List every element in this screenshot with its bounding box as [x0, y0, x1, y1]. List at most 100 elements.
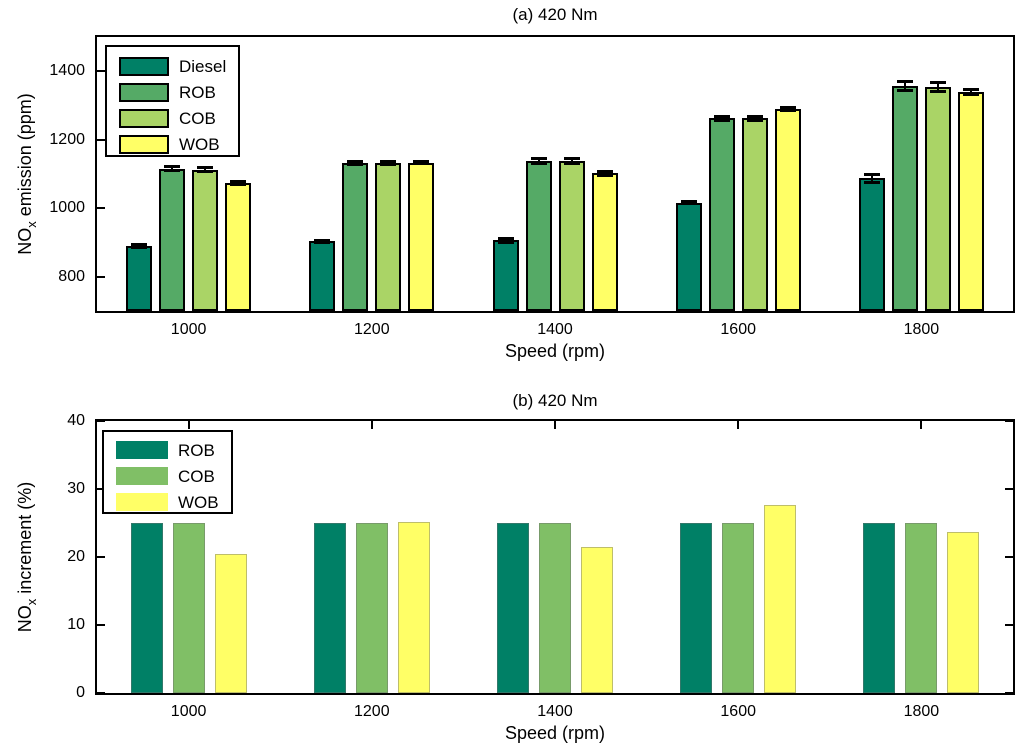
y-tick-label: 0 [76, 684, 85, 701]
x-tick-label: 1200 [354, 703, 390, 720]
error-bar-line [720, 115, 723, 121]
error-bar-cap-top [413, 160, 430, 163]
error-bar-cap-bottom [530, 161, 547, 165]
error-bar-line [537, 158, 540, 164]
chart-a-plot-area [95, 35, 1015, 313]
error-bar-cap-bottom [596, 173, 613, 177]
error-bar-line [387, 160, 390, 165]
bar-cob-1000 [192, 169, 219, 311]
y-axis-tick-right [1005, 420, 1013, 422]
bar-cob-1600 [722, 523, 755, 693]
error-bar-cap-top [563, 157, 580, 161]
error-bar-cap-bottom [779, 109, 796, 113]
error-bar-cap-bottom [347, 162, 364, 166]
y-axis-tick-right [1005, 692, 1013, 694]
error-bar-cap-bottom [131, 245, 148, 249]
bar-diesel-1000 [126, 245, 153, 311]
error-bar-cap-top [596, 169, 613, 173]
error-bar-line [603, 170, 606, 176]
error-bar-cap-top [863, 173, 880, 177]
error-bar-line [903, 80, 906, 92]
error-bar-cap-top [962, 88, 979, 92]
chart-b-x-axis-label: Speed (rpm) [504, 723, 606, 743]
legend-label-wob: WOB [178, 492, 219, 512]
error-bar-cap-top [314, 238, 331, 242]
y-axis-tick [97, 556, 105, 558]
bar-cob-1200 [375, 162, 402, 311]
x-tick-label: 1200 [354, 321, 390, 338]
x-tick-label: 1800 [903, 703, 940, 720]
bar-rob-1200 [313, 523, 346, 693]
y-tick-label: 1400 [49, 62, 85, 80]
chart-b-ylabel-subscript: x [23, 598, 39, 606]
bar-rob-1400 [525, 161, 552, 311]
y-axis-tick [97, 420, 105, 422]
bar-cob-1800 [924, 86, 951, 311]
legend-row-diesel: Diesel [119, 53, 238, 79]
x-axis-tick-top [554, 421, 556, 429]
bar-cob-1400 [558, 161, 585, 311]
y-axis-tick [97, 70, 105, 73]
error-bar-line [870, 174, 873, 183]
error-bar-cap-bottom [314, 241, 331, 245]
error-bar-cap-top [713, 114, 730, 118]
bar-diesel-1200 [309, 241, 336, 311]
error-bar-cap-top [530, 157, 547, 161]
error-bar-cap-top [380, 159, 397, 163]
chart-b-legend: ROB COB WOB [102, 430, 233, 514]
bar-rob-1000 [159, 168, 186, 311]
chart-b-plot-area [95, 419, 1015, 695]
bar-wob-1000 [225, 183, 252, 311]
x-axis-tick-top [370, 421, 373, 429]
error-bar-cap-bottom [197, 169, 214, 173]
bar-diesel-1400 [492, 240, 519, 311]
error-bar-cap-top [164, 165, 181, 169]
bar-wob-1400 [581, 547, 613, 693]
error-bar-cap-top [779, 105, 796, 109]
legend-row-cob: COB [119, 105, 238, 131]
error-bar-line [354, 160, 357, 165]
bar-rob-1200 [342, 162, 369, 311]
error-bar-cap-top [197, 166, 214, 170]
legend-row-wob: WOB [119, 131, 238, 157]
x-tick-label: 1000 [170, 321, 207, 338]
chart-a-ylabel-subscript: x [23, 221, 39, 228]
error-bar-cap-bottom [713, 118, 730, 122]
legend-row-wob: WOB [116, 489, 231, 515]
error-bar-cap-top [230, 180, 247, 184]
error-bar-cap-bottom [563, 161, 580, 165]
x-axis-tick-top [187, 421, 190, 429]
error-bar-cap-bottom [497, 240, 514, 244]
error-bar-line [171, 166, 174, 172]
error-bar-line [204, 167, 207, 172]
legend-label-cob: COB [179, 108, 216, 128]
bar-wob-1200 [397, 521, 430, 693]
error-bar-cap-top [746, 114, 763, 118]
bar-diesel-1600 [675, 202, 702, 311]
error-bar-cap-bottom [164, 169, 181, 173]
error-bar-cap-bottom [929, 89, 946, 93]
y-tick-label: 30 [67, 480, 85, 497]
x-axis-tick-top [737, 421, 740, 429]
bar-wob-1600 [774, 108, 801, 311]
x-axis-tick-top [920, 421, 923, 429]
y-axis-tick [97, 275, 105, 278]
error-bar-cap-bottom [680, 202, 697, 206]
bar-rob-1400 [497, 523, 529, 693]
error-bar-cap-bottom [230, 183, 247, 187]
y-tick-label: 800 [58, 267, 85, 285]
legend-swatch-wob [116, 493, 168, 511]
chart-b-title: (b) 420 Nm [512, 391, 598, 410]
bar-diesel-1800 [858, 178, 885, 311]
error-bar-cap-top [131, 243, 148, 247]
y-tick-label: 1200 [49, 130, 85, 148]
bar-wob-1200 [408, 162, 435, 311]
error-bar-cap-bottom [413, 162, 430, 166]
bar-cob-1600 [741, 118, 768, 311]
bar-wob-1800 [947, 531, 980, 693]
error-bar-cap-top [347, 159, 364, 163]
error-bar-cap-top [497, 237, 514, 241]
x-tick-label: 1600 [720, 703, 756, 720]
error-bar-cap-bottom [746, 118, 763, 122]
